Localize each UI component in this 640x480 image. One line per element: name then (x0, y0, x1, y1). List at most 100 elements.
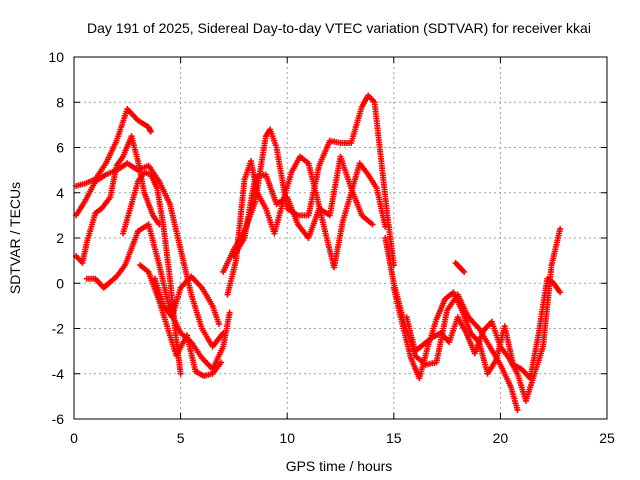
data-point-run (107, 164, 120, 201)
data-point-run (403, 314, 418, 352)
data-point-run (128, 180, 141, 208)
data-point-run (122, 230, 141, 269)
data-point (218, 359, 225, 366)
data-point-run (523, 373, 537, 404)
data-point-run (113, 264, 127, 280)
y-tick-label: 6 (56, 140, 64, 156)
data-point-run (273, 195, 289, 208)
series-s8 (220, 92, 397, 275)
y-tick-label: 4 (56, 185, 64, 201)
data-point-run (92, 206, 104, 217)
data-point-run (456, 264, 466, 274)
data-point-run (188, 273, 204, 290)
data-point-run (79, 241, 90, 266)
data-point-run (305, 160, 320, 198)
data-point-run (113, 108, 130, 144)
data-point-run (147, 171, 160, 190)
data-point-run (198, 284, 215, 307)
data-point-run (73, 200, 87, 219)
data-point-run (452, 259, 462, 269)
series-s2 (73, 160, 227, 350)
data-point-run (384, 212, 397, 266)
data-point-run (98, 196, 112, 212)
data-point-run (371, 99, 384, 160)
data-point-run (305, 207, 322, 241)
data-point-run (135, 117, 150, 129)
data-point-run (488, 318, 503, 348)
y-tick-label: -4 (52, 366, 65, 382)
data-point (557, 225, 564, 232)
y-tick-label: 10 (48, 49, 64, 65)
data-point-run (365, 171, 379, 190)
data-point-run (316, 205, 332, 218)
data-point-run (548, 228, 563, 269)
x-tick-label: 0 (70, 430, 78, 446)
data-point-run (145, 162, 161, 183)
data-point-run (209, 331, 225, 350)
data-point (369, 221, 376, 228)
series-s13 (403, 225, 564, 404)
x-tick-label: 20 (493, 430, 509, 446)
data-point-run (100, 274, 118, 291)
data-point-run (531, 345, 546, 377)
series-s6 (137, 262, 225, 379)
data-point (226, 309, 233, 316)
data-point-run (331, 221, 346, 271)
data-point-run (463, 330, 477, 355)
y-axis-label: SDTVAR / TECUs (7, 182, 23, 294)
data-point-run (326, 155, 344, 219)
data-point (514, 406, 521, 413)
data-point-run (505, 354, 520, 375)
data-point-run (550, 280, 562, 294)
x-tick-label: 5 (177, 430, 185, 446)
data-point-run (365, 92, 376, 104)
data-point-run (135, 222, 150, 235)
y-tick-label: 8 (56, 94, 64, 110)
axis-ticks: 0 5 10 15 20 25 -6 -4 -2 0 2 4 6 8 10 (48, 49, 615, 446)
data-point-run (446, 316, 460, 346)
data-point-run (145, 221, 162, 266)
data-point-run (120, 203, 134, 237)
series-s12 (390, 275, 564, 382)
data-point-run (177, 275, 193, 291)
data-point-run (113, 155, 125, 169)
data-point-run (416, 345, 431, 382)
data-point-run (124, 106, 134, 116)
x-axis-label: GPS time / hours (286, 458, 393, 474)
data-point-run (316, 139, 332, 169)
data-point-run (454, 291, 471, 319)
data-point-run (81, 177, 97, 187)
data-point-run (149, 212, 161, 226)
data-point-run (156, 262, 173, 312)
data-point-run (297, 153, 310, 165)
data-point-run (429, 330, 442, 341)
x-tick-label: 10 (279, 430, 295, 446)
data-point-run (192, 368, 206, 379)
series-s14 (452, 259, 468, 275)
data-point-run (508, 384, 520, 411)
data-point-run (262, 171, 279, 205)
data-point-run (135, 171, 147, 185)
data-point-run (420, 335, 434, 348)
data-point-run (124, 160, 140, 172)
data-point-run (437, 330, 451, 344)
data-point-run (471, 329, 486, 357)
data-point-run (284, 194, 300, 226)
data-point (557, 289, 564, 296)
data-point-run (378, 155, 391, 216)
data-point-run (433, 298, 448, 323)
data-point-run (184, 332, 198, 373)
data-point (177, 370, 184, 377)
y-tick-label: -6 (52, 411, 65, 427)
data-point-run (399, 321, 414, 359)
x-tick-label: 25 (599, 430, 615, 446)
data-point-run (382, 235, 397, 284)
data-point-run (535, 278, 550, 336)
data-point-run (459, 307, 473, 334)
data-point-run (450, 289, 465, 312)
data-point-run (220, 311, 233, 350)
data-point-run (373, 185, 388, 228)
data-point-run (241, 176, 258, 241)
data-point-run (103, 139, 119, 167)
